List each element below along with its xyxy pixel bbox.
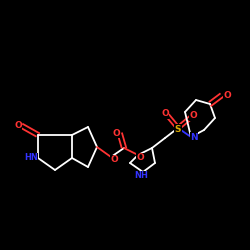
Text: O: O — [161, 110, 169, 118]
Text: NH: NH — [134, 172, 148, 180]
Text: O: O — [14, 122, 22, 130]
Text: O: O — [223, 90, 231, 100]
Text: HN: HN — [24, 154, 38, 162]
Text: S: S — [175, 124, 181, 134]
Text: O: O — [112, 128, 120, 138]
Text: O: O — [136, 154, 144, 162]
Text: O: O — [189, 112, 197, 120]
Text: O: O — [110, 156, 118, 164]
Text: N: N — [190, 132, 198, 141]
